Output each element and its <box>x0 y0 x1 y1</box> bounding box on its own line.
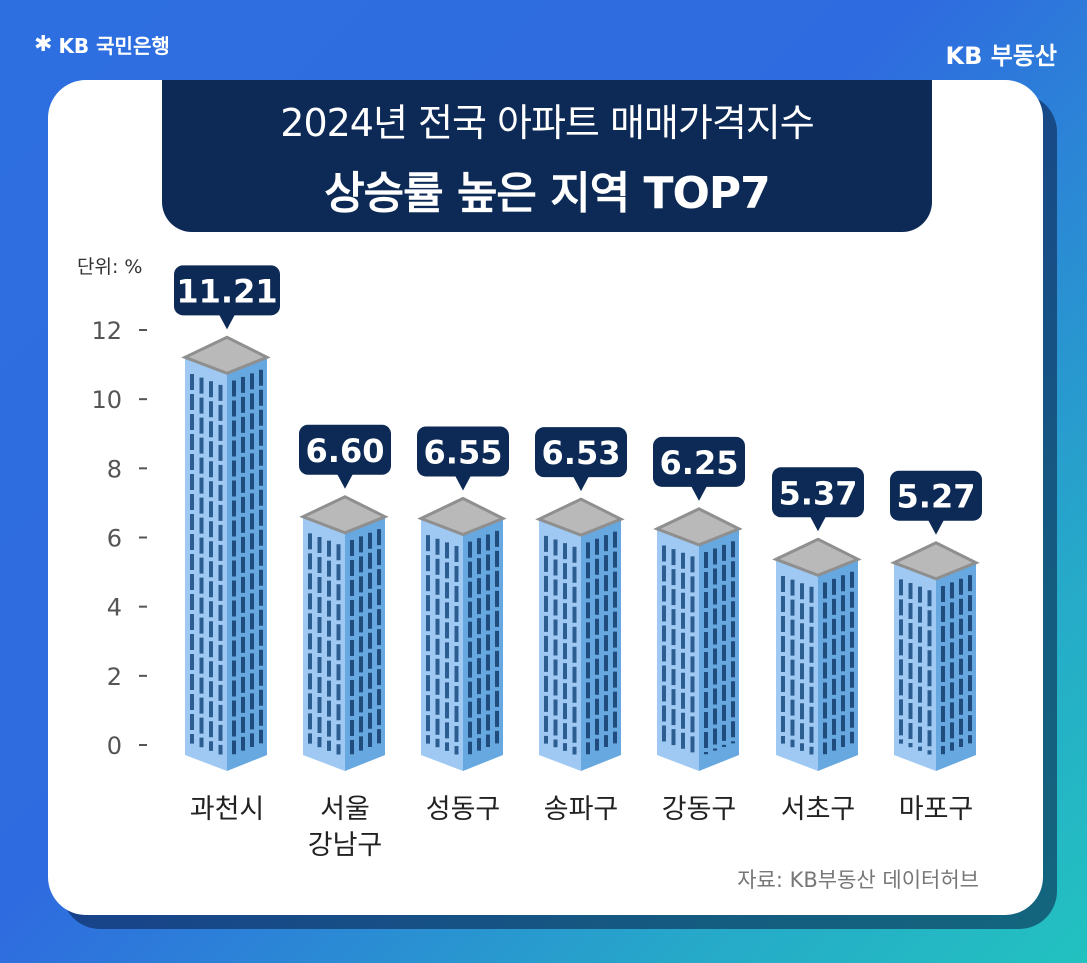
data-label: 5.37 <box>779 474 858 512</box>
building-side-face <box>936 562 976 771</box>
y-tick-label: 2 <box>107 663 122 691</box>
title-banner: 2024년 전국 아파트 매매가격지수 상승률 높은 지역 TOP7 <box>162 80 932 232</box>
building-side-face <box>227 357 267 771</box>
x-tick-label: 강남구 <box>308 830 383 861</box>
x-tick-label: 송파구 <box>544 794 619 825</box>
y-tick-label: 12 <box>91 317 122 345</box>
value-callout-pointer <box>573 476 589 492</box>
x-tick-label: 강동구 <box>662 794 737 825</box>
value-callout-box <box>653 436 745 487</box>
data-label: 6.60 <box>306 432 385 470</box>
value-callout-pointer <box>455 475 471 491</box>
bar <box>299 495 389 771</box>
building-roof <box>417 496 507 537</box>
bar <box>772 537 862 771</box>
building-roof <box>299 495 389 535</box>
x-tick-label: 마포구 <box>899 794 974 825</box>
building-roof <box>890 541 980 581</box>
chart-subtitle: 상승률 높은 지역 TOP7 <box>324 168 771 219</box>
y-tick-label: 6 <box>107 525 122 553</box>
value-callout-pointer <box>928 519 944 535</box>
x-tick-label: 과천시 <box>190 794 265 825</box>
x-tick-label: 성동구 <box>426 794 501 825</box>
kb-realestate-logo: KB 부동산 <box>945 42 1058 70</box>
building-roof <box>653 507 743 547</box>
building-front-face <box>776 559 818 771</box>
source-note: 자료: KB부동산 데이터허브 <box>737 868 979 892</box>
y-tick-label: 10 <box>91 386 122 414</box>
bar <box>535 497 625 771</box>
bar <box>653 507 743 771</box>
value-callout-box <box>890 470 982 521</box>
value-callout-pointer <box>691 485 707 501</box>
value-callout-box <box>174 265 280 316</box>
bar <box>181 335 271 771</box>
x-tick-label: 서울 <box>320 794 370 825</box>
building-side-face <box>818 559 858 771</box>
value-callout-pointer <box>810 516 826 532</box>
building-side-face <box>463 518 503 771</box>
bank-name: KB 국민은행 <box>58 34 170 58</box>
unit-label: 단위: % <box>77 256 143 278</box>
bar <box>890 541 980 771</box>
value-callout-pointer <box>219 314 235 330</box>
value-callout-box <box>772 467 864 518</box>
data-label: 6.25 <box>660 444 739 482</box>
y-tick-label: 4 <box>107 594 122 622</box>
x-tick-label: 서초구 <box>781 794 856 825</box>
building-front-face <box>894 562 936 771</box>
data-label: 5.27 <box>897 478 976 516</box>
building-side-face <box>345 516 385 771</box>
data-label: 11.21 <box>176 272 277 310</box>
building-front-face <box>539 519 581 771</box>
value-callout-box <box>417 426 509 477</box>
building-roof <box>535 497 625 537</box>
building-front-face <box>303 516 345 771</box>
data-label: 6.53 <box>542 434 621 472</box>
kb-star-icon: ✱ <box>34 32 53 57</box>
value-callout-box <box>299 424 391 475</box>
building-front-face <box>657 528 699 771</box>
building-side-face <box>699 528 739 771</box>
kb-bank-logo: ✱ KB 국민은행 <box>34 30 170 59</box>
y-tick-label: 0 <box>107 732 122 760</box>
building-roof <box>772 537 862 577</box>
building-front-face <box>421 518 463 771</box>
value-callout-box <box>535 427 627 478</box>
bar <box>417 496 507 771</box>
value-callout-pointer <box>337 473 353 489</box>
y-tick-label: 8 <box>107 455 122 483</box>
building-roof <box>181 335 271 375</box>
building-front-face <box>185 357 227 771</box>
data-label: 6.55 <box>424 433 503 471</box>
building-side-face <box>581 519 621 771</box>
chart-title: 2024년 전국 아파트 매매가격지수 <box>280 101 814 145</box>
